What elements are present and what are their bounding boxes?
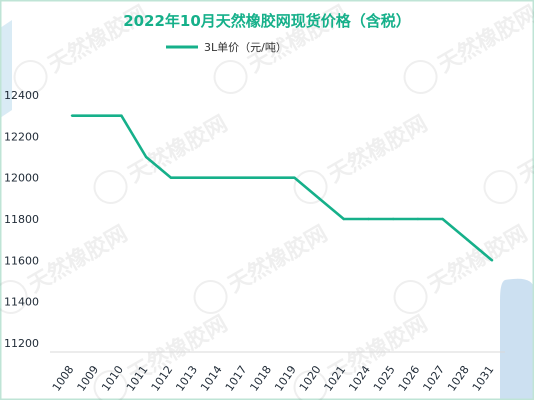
data-point bbox=[243, 176, 247, 179]
right-decor-shape bbox=[500, 278, 534, 400]
watermark-logo-icon bbox=[393, 280, 428, 314]
watermark-logo-icon bbox=[193, 280, 228, 314]
data-point bbox=[219, 176, 222, 179]
data-point bbox=[367, 217, 370, 221]
y-tick-label: 11800 bbox=[4, 213, 39, 226]
data-point bbox=[441, 217, 444, 221]
y-axis: 11200 11400 11600 11800 12000 12200 12400 bbox=[4, 89, 39, 350]
data-point bbox=[416, 217, 420, 221]
watermark-logo-icon bbox=[293, 170, 328, 204]
y-tick-label: 12000 bbox=[4, 172, 39, 185]
y-tick-label: 12400 bbox=[4, 89, 39, 102]
data-point bbox=[391, 217, 395, 221]
data-point bbox=[490, 259, 494, 262]
series-line bbox=[72, 114, 493, 262]
watermark-logo-icon bbox=[293, 370, 328, 400]
data-point bbox=[144, 155, 148, 159]
watermark-logo-icon bbox=[483, 170, 518, 204]
data-point bbox=[342, 217, 345, 221]
left-decor-shape bbox=[0, 20, 12, 118]
data-point bbox=[95, 114, 98, 117]
legend: 3L单价（元/吨） bbox=[166, 41, 287, 54]
y-tick-label: 11600 bbox=[4, 254, 39, 267]
y-tick-label: 11400 bbox=[4, 296, 39, 309]
data-point bbox=[293, 176, 296, 179]
watermark-logo-icon bbox=[93, 370, 128, 400]
legend-label: 3L单价（元/吨） bbox=[204, 41, 287, 54]
watermark-logo-icon bbox=[0, 280, 28, 314]
data-point bbox=[169, 176, 173, 179]
watermark-logo-icon bbox=[93, 170, 128, 204]
data-point bbox=[120, 114, 123, 117]
chart-title: 2022年10月天然橡胶网现货价格（含税） bbox=[123, 12, 411, 30]
watermark-logo-icon bbox=[403, 60, 438, 94]
data-point bbox=[466, 238, 469, 241]
y-tick-label: 11200 bbox=[4, 337, 39, 350]
data-point bbox=[268, 176, 271, 179]
plot-area bbox=[70, 114, 494, 262]
data-point bbox=[70, 114, 74, 117]
watermark-logo-icon bbox=[13, 60, 48, 94]
data-point bbox=[194, 176, 197, 179]
y-tick-label: 12200 bbox=[4, 130, 39, 143]
watermark-logo-icon bbox=[213, 60, 248, 94]
data-point bbox=[317, 197, 321, 200]
